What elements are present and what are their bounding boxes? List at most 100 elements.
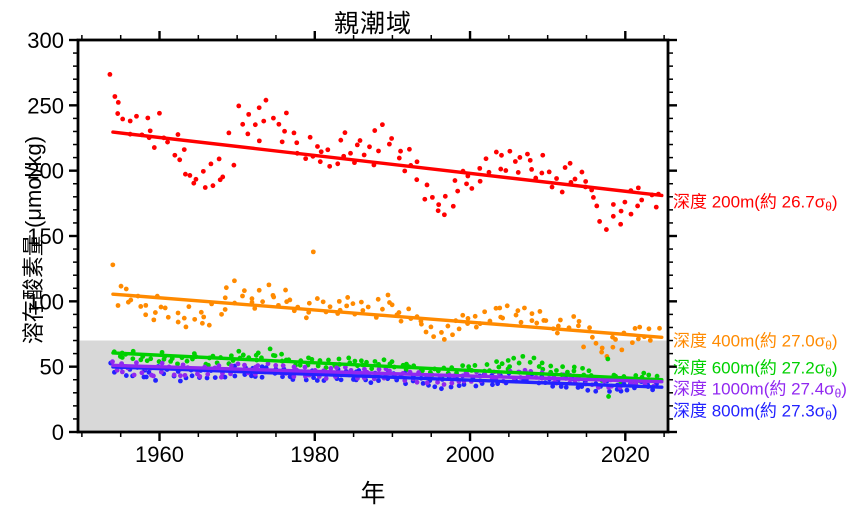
data-point	[249, 296, 255, 302]
data-point	[624, 387, 630, 393]
data-point	[210, 183, 216, 189]
data-point	[554, 176, 559, 181]
data-point	[216, 156, 222, 162]
data-point	[619, 347, 625, 353]
data-point	[283, 287, 288, 293]
data-point	[303, 377, 309, 383]
y-tick-label: 250	[27, 93, 64, 118]
series-label-close: )	[831, 192, 838, 212]
data-point	[639, 197, 645, 203]
data-point	[414, 379, 420, 385]
series-label-close: )	[831, 331, 838, 351]
data-point	[504, 303, 510, 309]
data-point	[486, 169, 492, 175]
data-point	[306, 300, 312, 306]
data-point	[622, 199, 628, 205]
data-point	[327, 304, 333, 310]
data-point	[483, 156, 489, 162]
data-point	[231, 162, 237, 168]
data-point	[499, 152, 504, 158]
data-point	[259, 364, 265, 370]
data-point	[236, 348, 242, 354]
data-point	[255, 363, 261, 369]
series-label-text: 深度 400m(約 27.0σ	[673, 331, 826, 351]
data-point	[498, 166, 504, 172]
data-point	[520, 353, 526, 359]
data-point	[543, 318, 549, 323]
data-point	[310, 249, 316, 255]
data-point	[267, 346, 273, 352]
data-point	[402, 168, 408, 174]
data-point	[219, 311, 224, 317]
series-label-close: )	[831, 401, 838, 421]
data-point	[364, 359, 369, 365]
data-point	[144, 358, 150, 364]
data-point	[197, 374, 203, 379]
data-point	[226, 130, 232, 136]
data-point	[368, 380, 374, 386]
data-point	[208, 161, 214, 167]
data-point	[358, 299, 364, 305]
series-points-200m	[107, 72, 661, 232]
data-point	[414, 159, 420, 165]
y-tick-label: 300	[27, 28, 64, 53]
series-label-text: 深度 200m(約 26.7σ	[673, 192, 826, 212]
data-point	[336, 356, 342, 362]
data-point	[198, 309, 204, 315]
x-tick-label: 2020	[601, 442, 650, 467]
data-point	[222, 374, 228, 380]
data-point	[334, 365, 339, 371]
data-point	[603, 227, 609, 232]
data-point	[423, 329, 429, 335]
data-point	[499, 361, 505, 367]
series-label-text: 深度 800m(約 27.3σ	[673, 401, 826, 421]
data-point	[202, 185, 208, 190]
data-point	[635, 203, 640, 209]
trend-line-600m	[111, 351, 664, 382]
data-point	[381, 357, 387, 363]
data-point	[165, 139, 170, 145]
data-point	[396, 155, 402, 161]
data-point	[346, 355, 352, 361]
data-point	[587, 325, 592, 331]
data-point	[280, 374, 285, 380]
data-point	[360, 308, 366, 313]
data-point	[503, 168, 509, 173]
data-point	[534, 320, 540, 326]
data-point	[576, 318, 582, 324]
data-point	[110, 359, 115, 365]
data-point	[654, 373, 660, 379]
data-point	[531, 355, 537, 361]
data-point	[472, 313, 478, 319]
data-point	[157, 110, 162, 116]
data-point	[407, 146, 412, 152]
data-point	[242, 362, 247, 368]
data-point	[389, 359, 395, 365]
data-point	[200, 168, 206, 174]
data-point	[245, 131, 251, 137]
data-point	[420, 380, 426, 386]
data-point	[450, 203, 456, 209]
data-point	[115, 99, 121, 105]
data-point	[637, 324, 643, 330]
data-point	[181, 147, 187, 152]
data-point	[537, 309, 543, 314]
data-point	[260, 299, 266, 305]
data-point	[175, 132, 181, 137]
data-point	[372, 359, 378, 364]
x-axis-label: 年	[360, 480, 386, 508]
data-point	[120, 116, 126, 122]
data-point	[549, 184, 555, 190]
data-point	[579, 169, 585, 175]
data-point	[171, 372, 177, 378]
data-point	[315, 363, 321, 369]
data-point	[212, 375, 218, 380]
data-point	[635, 336, 641, 342]
data-point	[424, 380, 430, 386]
data-point	[548, 363, 554, 369]
data-point	[527, 359, 533, 365]
series-label-subscript: θ	[825, 365, 832, 380]
data-point	[344, 303, 350, 309]
data-point	[539, 360, 545, 366]
data-point	[493, 149, 499, 155]
